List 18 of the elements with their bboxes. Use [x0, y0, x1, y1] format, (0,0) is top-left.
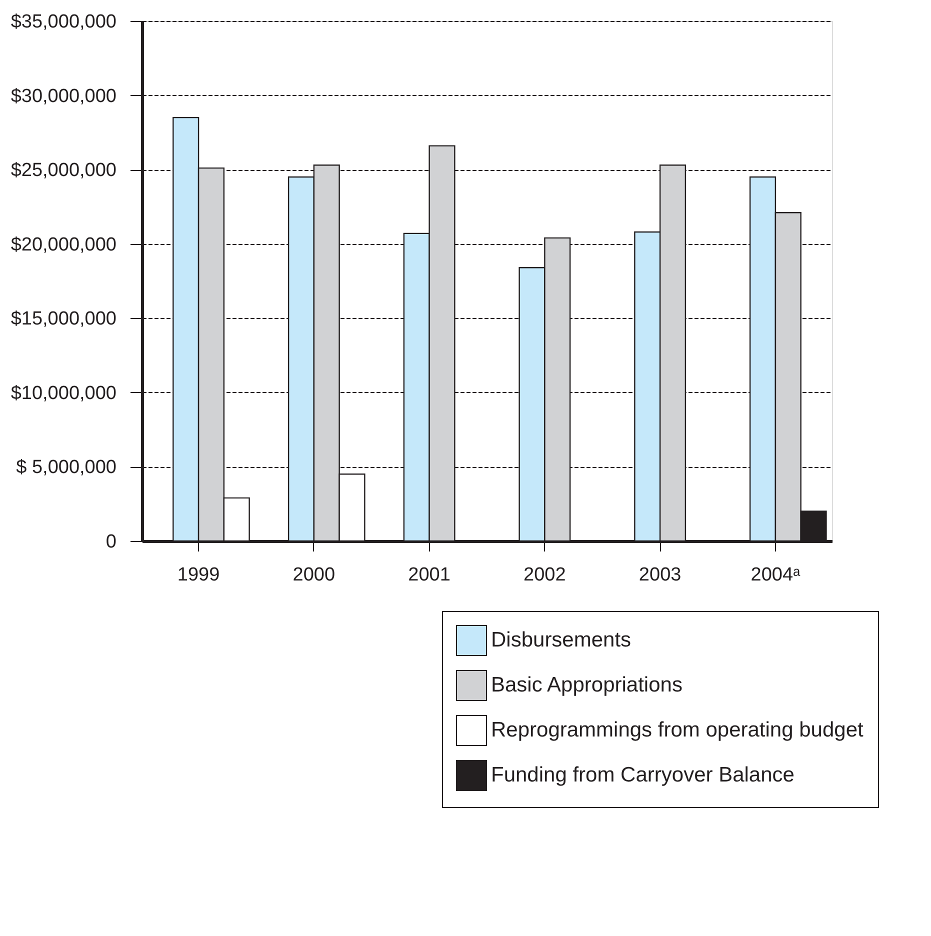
y-tick-label: $20,000,000 — [10, 234, 116, 256]
x-tick-label: 1999 — [177, 564, 220, 586]
x-tick-label: 2004ᵃ — [750, 564, 802, 586]
x-tick-label: 2002 — [524, 564, 566, 586]
legend-label: Funding from Carryover Balance — [491, 764, 794, 786]
y-tick-label: $35,000,000 — [10, 12, 116, 32]
legend-label: Basic Appropriations — [491, 674, 682, 696]
y-tick-label: $10,000,000 — [10, 382, 116, 404]
y-tick-label: $ 5,000,000 — [16, 457, 116, 478]
y-tick-label: $25,000,000 — [10, 160, 116, 182]
legend-label: Reprogrammings from operating budget — [491, 718, 864, 742]
x-tick-label: 2000 — [292, 564, 336, 586]
x-tick-label: 2001 — [408, 564, 450, 586]
y-tick-label: $30,000,000 — [10, 86, 116, 107]
legend-label: Disbursements — [491, 628, 632, 652]
x-tick-label: 2003 — [638, 564, 682, 586]
y-tick-label: 0 — [106, 532, 116, 552]
y-tick-label: $15,000,000 — [10, 308, 116, 330]
